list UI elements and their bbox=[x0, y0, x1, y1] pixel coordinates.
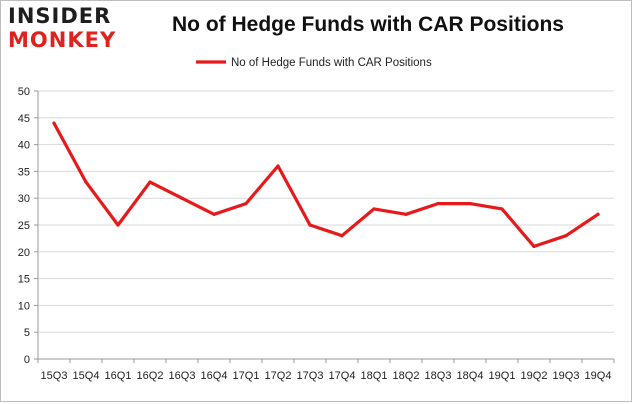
x-tick-label: 19Q3 bbox=[553, 370, 580, 382]
x-tick-label: 17Q3 bbox=[297, 370, 324, 382]
x-tick-label: 18Q3 bbox=[425, 370, 452, 382]
y-tick-label: 45 bbox=[18, 113, 30, 125]
series-line bbox=[52, 121, 600, 248]
x-axis-ticks: 15Q3 15Q4 16Q1 16Q2 16Q3 16Q4 17Q1 17Q2 17Q3 17Q4… bbox=[37, 359, 615, 382]
data-point bbox=[148, 180, 152, 184]
data-point bbox=[500, 207, 504, 211]
data-point bbox=[212, 212, 216, 216]
data-point bbox=[84, 180, 88, 184]
y-tick-label: 25 bbox=[18, 220, 30, 232]
x-tick-label: 19Q1 bbox=[489, 370, 516, 382]
chart-title: No of Hedge Funds with CAR Positions bbox=[172, 13, 564, 36]
x-tick-label: 16Q4 bbox=[201, 370, 228, 382]
y-tick-label: 40 bbox=[18, 140, 30, 152]
x-tick-label: 18Q2 bbox=[393, 370, 420, 382]
data-point bbox=[596, 212, 600, 216]
data-point bbox=[308, 223, 312, 227]
logo-line-monkey: MONKEY bbox=[8, 28, 117, 52]
x-tick-label: 18Q4 bbox=[457, 370, 484, 382]
y-axis-ticks: 0 5 10 15 20 25 30 35 40 45 50 bbox=[18, 86, 38, 366]
y-tick-label: 0 bbox=[24, 354, 30, 366]
x-tick-label: 18Q1 bbox=[361, 370, 388, 382]
y-tick-label: 35 bbox=[18, 166, 30, 178]
y-tick-label: 5 bbox=[24, 327, 30, 339]
data-point bbox=[340, 234, 344, 238]
y-tick-label: 30 bbox=[18, 193, 30, 205]
x-tick-label: 16Q1 bbox=[105, 370, 132, 382]
data-point bbox=[532, 244, 536, 249]
legend: No of Hedge Funds with CAR Positions bbox=[196, 57, 432, 69]
axes bbox=[37, 91, 614, 360]
x-tick-label: 17Q4 bbox=[329, 370, 356, 382]
x-tick-label: 19Q4 bbox=[585, 370, 612, 382]
data-point bbox=[564, 234, 568, 238]
insider-monkey-logo: INSIDER MONKEY bbox=[8, 4, 118, 54]
x-tick-label: 16Q3 bbox=[169, 370, 196, 382]
x-tick-label: 15Q4 bbox=[73, 370, 100, 382]
x-tick-label: 19Q2 bbox=[521, 370, 548, 382]
x-tick-label: 15Q3 bbox=[41, 370, 68, 382]
y-tick-label: 15 bbox=[18, 274, 30, 286]
data-point bbox=[404, 212, 408, 216]
data-point bbox=[116, 223, 120, 227]
data-point bbox=[468, 201, 472, 206]
data-point bbox=[436, 201, 440, 206]
x-tick-label: 17Q2 bbox=[265, 370, 292, 382]
y-tick-label: 50 bbox=[18, 86, 30, 98]
logo-line-insider: INSIDER bbox=[8, 4, 112, 28]
data-point bbox=[180, 196, 184, 200]
data-point bbox=[244, 201, 248, 206]
x-tick-label: 17Q1 bbox=[233, 370, 260, 382]
data-point bbox=[372, 207, 376, 211]
series-group bbox=[52, 121, 600, 249]
gridlines bbox=[38, 90, 614, 333]
data-point bbox=[276, 164, 280, 168]
y-tick-label: 10 bbox=[18, 300, 30, 312]
legend-label: No of Hedge Funds with CAR Positions bbox=[231, 57, 432, 69]
x-tick-label: 16Q2 bbox=[137, 370, 164, 382]
data-point bbox=[52, 121, 56, 125]
y-tick-label: 20 bbox=[18, 247, 30, 259]
